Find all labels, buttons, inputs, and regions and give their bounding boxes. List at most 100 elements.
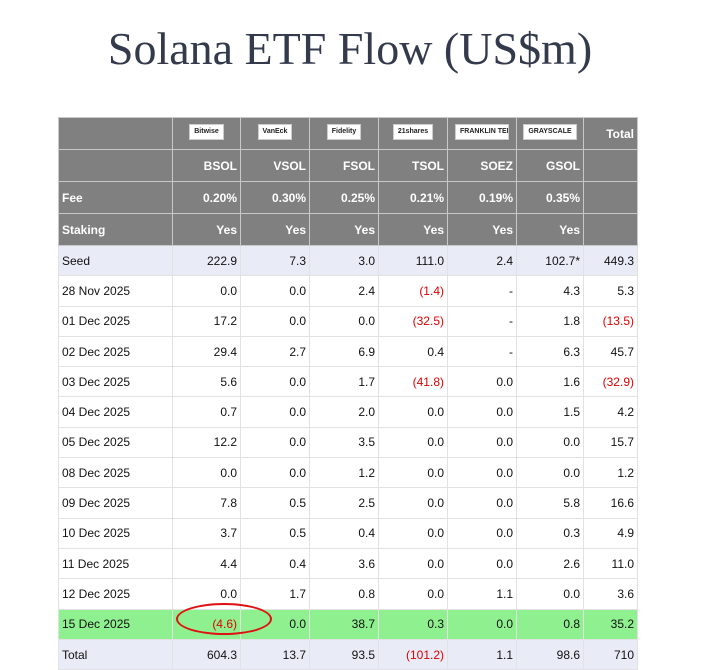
cell: 0.0 — [240, 366, 310, 398]
cell: 0.0 — [447, 517, 517, 549]
data-row: 15 Dec 2025 (4.6) 0.0 38.7 0.3 0.0 0.8 35.2 — [58, 608, 638, 640]
row-label: 09 Dec 2025 — [58, 487, 173, 519]
cell: 0.0 — [516, 457, 584, 489]
issuer-logo: FRANKLIN TEMPLETON — [455, 124, 509, 140]
row-label: 12 Dec 2025 — [58, 578, 173, 610]
cell: (32.9) — [583, 366, 638, 398]
cell: Yes — [516, 213, 584, 246]
cell: 0.25% — [309, 181, 379, 214]
cell: 1.6 — [516, 366, 584, 398]
issuer-cell: FRANKLIN TEMPLETON — [447, 117, 517, 150]
cell: (101.2) — [378, 638, 448, 670]
cell: 5.6 — [172, 366, 241, 398]
data-row: 10 Dec 2025 3.7 0.5 0.4 0.0 0.0 0.3 4.9 — [58, 517, 638, 549]
cell: 29.4 — [172, 335, 241, 368]
cell: 6.9 — [309, 335, 379, 368]
cell: 0.0 — [378, 426, 448, 459]
cell: 0.0 — [240, 305, 310, 337]
cell: 93.5 — [309, 638, 379, 670]
row-label: 01 Dec 2025 — [58, 305, 173, 337]
cell: 4.3 — [516, 275, 584, 307]
row-label: 28 Nov 2025 — [58, 275, 173, 307]
cell: 2.4 — [447, 244, 517, 277]
cell: 222.9 — [172, 244, 241, 277]
row-label: 11 Dec 2025 — [58, 547, 173, 580]
cell: 0.0 — [240, 275, 310, 307]
issuer-cell: Bitwise — [172, 117, 241, 150]
cell: 3.0 — [309, 244, 379, 277]
cell: 98.6 — [516, 638, 584, 670]
cell: Yes — [378, 213, 448, 246]
etf-flow-table: Bitwise VanEck Fidelity 21shares FRANKLIN TE… — [58, 117, 638, 670]
row-label: Fee — [58, 181, 173, 214]
cell: 0.0 — [240, 396, 310, 428]
row-label: 10 Dec 2025 — [58, 517, 173, 549]
cell: - — [447, 335, 517, 368]
cell: 6.3 — [516, 335, 584, 368]
cell: 11.0 — [583, 547, 638, 580]
ticker: GSOL — [516, 149, 584, 182]
cell: 1.1 — [447, 578, 517, 610]
cell: 1.7 — [240, 578, 310, 610]
cell: 17.2 — [172, 305, 241, 337]
cell: 1.2 — [309, 457, 379, 489]
cell: Yes — [240, 213, 310, 246]
row-label: Seed — [58, 244, 173, 277]
cell: (32.5) — [378, 305, 448, 337]
cell: 4.4 — [172, 547, 241, 580]
cell: 3.5 — [309, 426, 379, 459]
cell: 4.9 — [583, 517, 638, 549]
data-row: 12 Dec 2025 0.0 1.7 0.8 0.0 1.1 0.0 3.6 — [58, 578, 638, 610]
cell: 0.30% — [240, 181, 310, 214]
issuer-cell: Fidelity — [309, 117, 379, 150]
cell: - — [447, 275, 517, 307]
row-label: 04 Dec 2025 — [58, 396, 173, 428]
row-label: 15 Dec 2025 — [58, 608, 173, 640]
cell: Yes — [447, 213, 517, 246]
issuer-logo: Fidelity — [326, 124, 362, 140]
cell: 35.2 — [583, 608, 638, 640]
cell: 12.2 — [172, 426, 241, 459]
cell: 0.7 — [172, 396, 241, 428]
total-header: Total — [583, 117, 638, 150]
cell: 0.5 — [240, 487, 310, 519]
cell: 2.5 — [309, 487, 379, 519]
cell: 0.0 — [240, 426, 310, 459]
ticker: FSOL — [309, 149, 379, 182]
title: Solana ETF Flow (US$m) — [107, 23, 593, 74]
cell: - — [447, 305, 517, 337]
cell: 0.21% — [378, 181, 448, 214]
data-row: 09 Dec 2025 7.8 0.5 2.5 0.0 0.0 5.8 16.6 — [58, 487, 638, 519]
cell: 0.0 — [516, 578, 584, 610]
cell: 2.7 — [240, 335, 310, 368]
issuer-cell: VanEck — [240, 117, 310, 150]
cell: 0.4 — [309, 517, 379, 549]
issuer-logo: Bitwise — [189, 124, 224, 140]
data-row: 02 Dec 2025 29.4 2.7 6.9 0.4-6.3 45.7 — [58, 335, 638, 368]
row-label: 03 Dec 2025 — [58, 366, 173, 398]
cell: (1.4) — [378, 275, 448, 307]
issuer-cell: 21shares — [378, 117, 448, 150]
cell: 45.7 — [583, 335, 638, 368]
cell: 15.7 — [583, 426, 638, 459]
data-row: Total 604.3 13.7 93.5 (101.2) 1.1 98.6 710 — [58, 638, 638, 670]
cell: 0.0 — [516, 426, 584, 459]
cell: 0.0 — [378, 487, 448, 519]
cell: 7.8 — [172, 487, 241, 519]
cell: 604.3 — [172, 638, 241, 670]
empty-cell — [583, 213, 638, 246]
cell: 3.7 — [172, 517, 241, 549]
cell: 0.3 — [516, 517, 584, 549]
cell: 1.7 — [309, 366, 379, 398]
row-label: Total — [58, 638, 173, 670]
cell: 0.0 — [378, 457, 448, 489]
cell: 0.8 — [309, 578, 379, 610]
data-row: 08 Dec 2025 0.0 0.0 1.2 0.0 0.0 0.0 1.2 — [58, 457, 638, 489]
cell: 0.0 — [447, 366, 517, 398]
cell: 0.0 — [378, 517, 448, 549]
cell: 0.0 — [378, 396, 448, 428]
cell: 0.0 — [378, 578, 448, 610]
cell: 38.7 — [309, 608, 379, 640]
empty-cell — [58, 149, 173, 182]
